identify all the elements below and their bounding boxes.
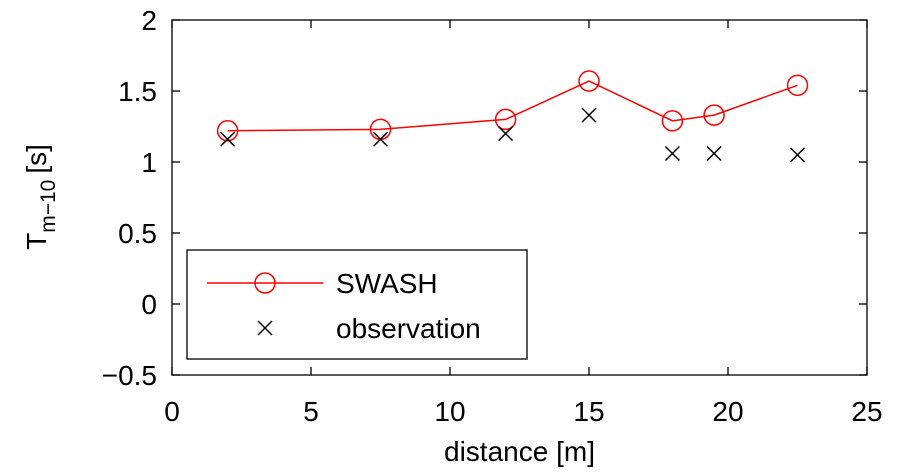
y-tick-label: 1.5 xyxy=(118,76,157,107)
y-tick-label: 1 xyxy=(141,147,157,178)
data-point xyxy=(372,131,389,147)
data-point xyxy=(706,145,722,162)
legend-observation-label: observation xyxy=(336,313,481,344)
y-tick-label: 2 xyxy=(141,5,157,36)
data-point xyxy=(498,126,514,142)
data-point xyxy=(578,70,600,92)
x-tick-label: 5 xyxy=(303,396,319,427)
legend-swash-marker xyxy=(254,272,276,294)
x-tick-label: 10 xyxy=(434,396,465,427)
legend-observation-marker xyxy=(257,320,273,336)
data-point xyxy=(786,74,809,97)
y-axis-label-sub: m−10 xyxy=(37,180,60,233)
x-tick-label: 25 xyxy=(851,396,882,427)
data-point xyxy=(581,107,597,123)
y-axis-label-main: T xyxy=(21,233,52,250)
legend-swash-label: SWASH xyxy=(336,268,438,299)
data-point xyxy=(789,147,806,163)
y-axis-label: Tm−10 [s] xyxy=(21,144,60,250)
x-tick-label: 0 xyxy=(164,396,180,427)
y-axis-label-unit: [s] xyxy=(21,144,52,174)
data-point xyxy=(494,108,517,131)
data-point xyxy=(661,110,684,132)
y-axis: −0.5 0 0.5 1 1.5 2 xyxy=(102,5,867,391)
legend-box xyxy=(186,249,528,360)
data-point xyxy=(216,120,239,142)
legend: SWASH observation xyxy=(186,249,528,360)
data-point xyxy=(220,131,236,147)
data-point xyxy=(664,145,680,162)
y-tick-label: −0.5 xyxy=(102,360,157,391)
y-tick-label: 0 xyxy=(141,289,157,320)
series-line xyxy=(227,80,798,132)
x-tick-label: 15 xyxy=(573,396,604,427)
data-point xyxy=(703,104,725,126)
x-axis: 0 5 10 15 20 25 xyxy=(164,20,883,427)
series-observation xyxy=(220,107,806,163)
x-tick-label: 20 xyxy=(712,396,743,427)
series-layer xyxy=(216,70,809,163)
x-axis-label: distance [m] xyxy=(444,436,595,467)
y-tick-label: 0.5 xyxy=(118,218,157,249)
